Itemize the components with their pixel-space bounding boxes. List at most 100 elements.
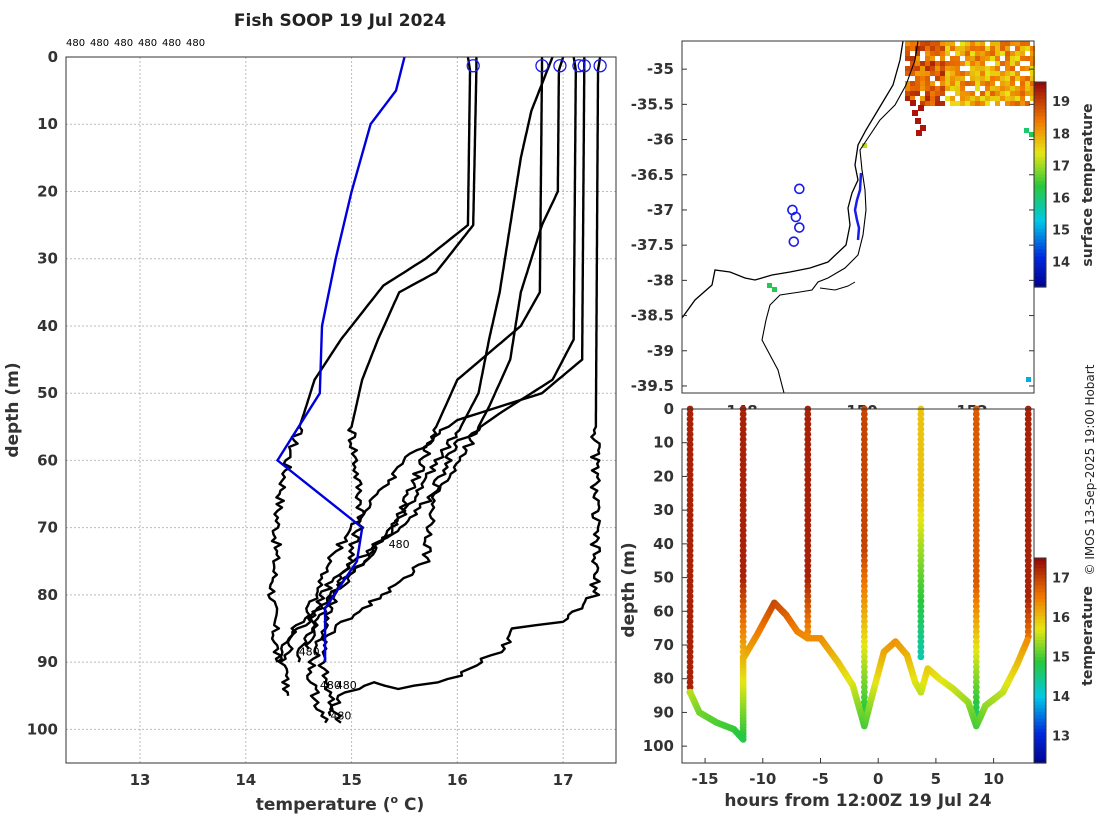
section-cast-point [917,526,925,534]
map-colorbar-swatch [1034,99,1046,104]
section-cast-point [860,486,868,494]
section-cast-point [972,537,980,544]
profile-top-label: 480 [66,38,85,49]
section-cast-point [1024,471,1032,479]
map-sst-cell [862,143,867,148]
map-sst-cell [985,86,990,91]
map-colorbar-swatch [1034,239,1046,244]
section-colorbar-swatch [1034,571,1046,576]
section-cast-point [739,567,747,575]
section-cast-point [804,567,812,575]
map-sst-cell [1030,66,1035,71]
map-sst-cell [1000,51,1005,56]
section-colorbar-swatch [1034,626,1046,631]
section-cast-point [860,633,868,640]
map-sst-cell [965,56,970,61]
profile-end-label: 480 [389,538,410,551]
surface-temperature-map: -35 -35.5 -36 -36.5 -37 -37.5 -38 -38.5 -39 -39.5… [631,40,1096,420]
map-sst-cell [995,51,1000,56]
map-sst-cell [940,46,945,51]
section-cast-point [804,491,812,499]
section-cast-point [1024,461,1032,469]
section-colorbar-frame [1033,557,1047,764]
section-cast-point [972,425,980,433]
map-sst-cell [1000,81,1005,86]
map-sst-cell [995,76,1000,81]
section-cast-point [739,456,747,463]
map-sst-cell [935,41,940,46]
section-cast-point [1024,496,1032,504]
map-sst-cell [985,91,990,96]
map-sst-cell [1005,71,1010,76]
section-cast-point [686,410,694,418]
section-cast-point [860,526,868,534]
map-sst-cell [940,61,945,66]
section-cast-point [972,557,980,565]
section-cast-point [860,592,868,600]
map-ship-track [787,172,863,247]
section-cast-point [804,476,812,484]
section-cast-point [972,410,980,418]
section-cast-point [917,425,925,433]
section-cast-point [860,415,868,423]
section-cast-point [917,420,925,428]
section-cast-point [739,496,747,504]
profile-end-label: 480 [336,679,357,692]
section-cast-point [739,557,747,565]
section-cast-point [686,532,694,539]
map-y-tick-label: -37 [647,201,674,219]
map-sst-cell [995,101,1000,106]
section-cast-point [972,511,980,519]
section-cast-point [739,572,747,580]
section-cast-point [860,698,868,706]
map-colorbar-swatch [1034,246,1046,251]
section-y-tick-label: 90 [653,703,674,721]
map-colorbar-swatch [1034,181,1046,186]
section-cast-point [972,567,980,575]
section-cast-point [917,623,925,630]
section-cast-point [972,653,980,661]
section-x-tick-label: 5 [931,770,941,788]
section-cast-point [972,582,980,590]
map-colorbar-swatch [1034,140,1046,145]
section-colorbar-tick-label: 16 [1052,611,1070,626]
map-sst-cell [945,66,950,71]
section-cast-point [917,633,925,640]
section-cast-point [686,526,694,534]
section-cast-point [972,516,980,524]
section-cast-point [972,501,980,509]
section-cast-point [917,435,925,443]
map-sst-cell [995,91,1000,96]
section-cast-point [804,420,812,428]
section-cast-point [860,521,868,529]
map-sst-cell [930,66,935,71]
map-sst-cell [955,61,960,66]
section-colorbar-swatch [1034,756,1046,761]
map-sst-cell [1020,66,1025,71]
map-sst-cell [930,46,935,51]
surface-marker [593,59,607,73]
section-cast-point [1024,592,1032,600]
map-sst-cell [960,76,965,81]
map-sst-cell [905,91,910,96]
section-cast-point [917,592,925,600]
section-cast-point [860,542,868,549]
map-colorbar-swatch [1034,129,1046,134]
map-sst-cell [950,81,955,86]
section-cast-point [804,456,812,463]
section-cast-point [686,638,694,646]
map-colorbar-swatch [1034,263,1046,268]
section-cast-point [686,435,694,443]
map-sst-cell [955,81,960,86]
section-colorbar-swatch [1034,564,1046,569]
profile-top-label: 480 [162,38,181,49]
section-y-tick-label: 0 [664,400,674,418]
section-cast-point [739,612,747,620]
section-cast-point [972,607,980,615]
section-cast-point [1024,602,1032,610]
map-colorbar-swatch [1034,143,1046,148]
map-sst-cell [925,61,930,66]
map-sst-cell [990,56,995,61]
section-cast-point [686,456,694,463]
map-sst-cell [970,101,975,106]
